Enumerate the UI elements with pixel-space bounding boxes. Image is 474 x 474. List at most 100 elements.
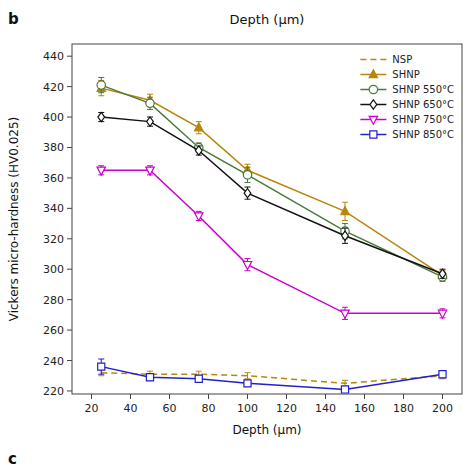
y-tick-label: 240 (43, 355, 64, 368)
y-tick-label: 280 (43, 294, 64, 307)
error-bar-cap (440, 378, 446, 379)
y-tick (67, 269, 72, 270)
legend-label: SHNP 750°C (392, 114, 454, 125)
panel-label: c (8, 450, 17, 468)
point (439, 269, 446, 278)
y-tick (67, 360, 72, 361)
legend: NSPSHNPSHNP 550°CSHNP 650°CSHNP 750°CSHN… (360, 54, 454, 140)
y-tick (67, 177, 72, 178)
x-tick-label: 100 (237, 402, 258, 415)
x-tick (247, 394, 248, 399)
y-tick (67, 330, 72, 331)
error-bar-cap (98, 77, 104, 78)
point (97, 81, 105, 89)
point (244, 380, 251, 387)
error-bar-cap (245, 372, 251, 373)
error-bar-cap (196, 371, 202, 372)
x-tick-label: 20 (85, 402, 99, 415)
series (97, 81, 447, 280)
error-bar-cap (98, 92, 104, 93)
legend-label: NSP (392, 54, 412, 65)
error-bar (147, 374, 153, 380)
point (244, 189, 251, 198)
point (195, 375, 202, 382)
error-bar-cap (342, 223, 348, 224)
series (97, 166, 447, 320)
error-bar-cap (245, 167, 251, 168)
point (195, 146, 202, 155)
y-tick (67, 147, 72, 148)
error-bar-cap (342, 220, 348, 221)
panel-label: b (8, 10, 19, 28)
error-bar-cap (440, 308, 446, 309)
series (98, 370, 445, 387)
x-tick (208, 394, 209, 399)
error-bar (98, 359, 104, 374)
point (341, 310, 349, 318)
x-tick (325, 394, 326, 399)
series (98, 359, 446, 393)
error-bar-cap (342, 202, 348, 203)
x-tick-label: 80 (202, 402, 216, 415)
series-line (101, 170, 442, 313)
legend-marker (369, 70, 377, 78)
x-tick (130, 394, 131, 399)
error-bar (440, 371, 446, 377)
point (146, 99, 154, 107)
x-tick (403, 394, 404, 399)
legend-label: SHNP 650°C (392, 99, 454, 110)
error-bar-cap (147, 97, 153, 98)
point (195, 213, 203, 221)
series-line (101, 88, 442, 275)
x-tick (364, 394, 365, 399)
legend-label: SHNP (392, 69, 419, 80)
legend-swatch (360, 59, 386, 61)
y-tick-label: 400 (43, 111, 64, 124)
point (147, 117, 154, 126)
x-tick-label: 40 (124, 402, 138, 415)
error-bar-cap (245, 258, 251, 259)
error-bar-cap (342, 228, 348, 229)
x-tick (286, 394, 287, 399)
error-bar-cap (196, 133, 202, 134)
error-bar-cap (98, 95, 104, 96)
error-bar-cap (147, 371, 153, 372)
error-bar-cap (342, 380, 348, 381)
error-bar-cap (245, 199, 251, 200)
point (243, 262, 251, 270)
point (195, 123, 203, 131)
y-tick (67, 117, 72, 118)
error-bar-cap (196, 211, 202, 212)
y-tick-label: 260 (43, 324, 64, 337)
x-tick-label: 180 (393, 402, 414, 415)
plot-frame (72, 44, 462, 394)
point (438, 310, 446, 318)
error-bar-cap (245, 378, 251, 379)
x-tick (169, 394, 170, 399)
y-tick (67, 238, 72, 239)
error-bar-cap (245, 187, 251, 188)
point (146, 167, 154, 175)
point (97, 167, 105, 175)
error-bar-cap (98, 375, 104, 376)
x-tick-label: 200 (432, 402, 453, 415)
legend-label: SHNP 550°C (392, 84, 454, 95)
y-tick-label: 440 (43, 50, 64, 63)
y-tick-label: 220 (43, 385, 64, 398)
error-bar (245, 187, 251, 199)
y-tick-label: 420 (43, 81, 64, 94)
point (342, 231, 349, 240)
y-tick (67, 390, 72, 391)
error-bar (147, 117, 153, 126)
error-bar-cap (342, 307, 348, 308)
y-tick-label: 360 (43, 172, 64, 185)
legend-marker (370, 100, 377, 109)
legend-marker (369, 116, 377, 124)
point (439, 371, 446, 378)
y-tick (67, 86, 72, 87)
error-bar (196, 146, 202, 155)
legend-marker (369, 85, 377, 93)
error-bar (245, 380, 251, 386)
error-bar-cap (342, 243, 348, 244)
error-bar (342, 386, 348, 392)
